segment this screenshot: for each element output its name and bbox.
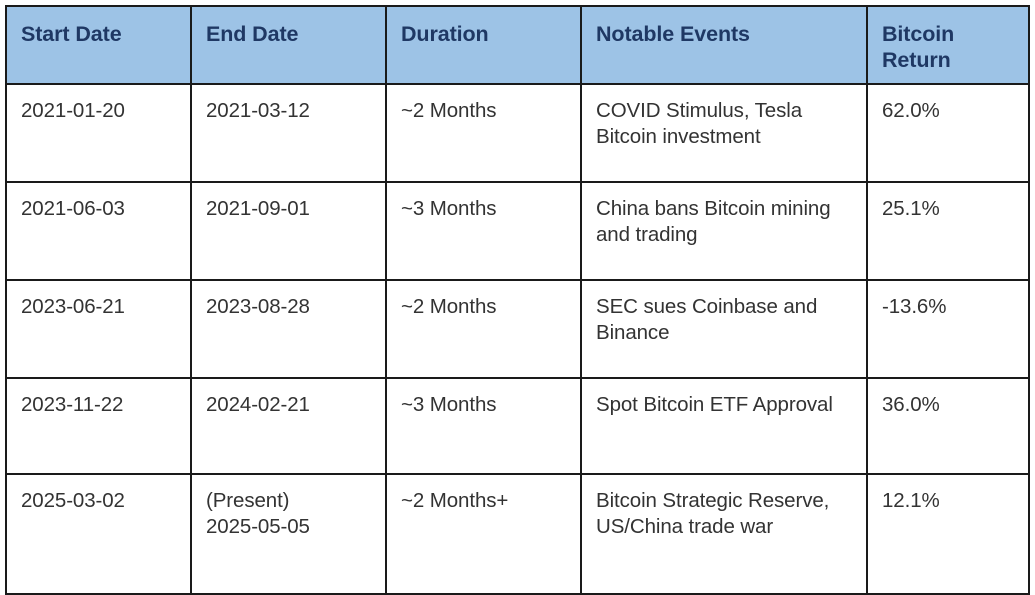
cell-end-date: (Present) 2025-05-05 (190, 473, 387, 595)
cell-duration: ~3 Months (385, 181, 582, 281)
column-header-duration: Duration (385, 5, 582, 85)
table-header-row: Start Date End Date Duration Notable Eve… (5, 5, 1030, 85)
cell-notable-events: Spot Bitcoin ETF Approval (580, 377, 868, 475)
table-row: 2023-11-22 2024-02-21 ~3 Months Spot Bit… (5, 377, 1030, 475)
cell-notable-events: Bitcoin Strategic Reserve, US/China trad… (580, 473, 868, 595)
table-row: 2023-06-21 2023-08-28 ~2 Months SEC sues… (5, 279, 1030, 379)
cell-start-date: 2021-06-03 (5, 181, 192, 281)
cell-start-date: 2021-01-20 (5, 83, 192, 183)
cell-notable-events: SEC sues Coinbase and Binance (580, 279, 868, 379)
cell-bitcoin-return: 25.1% (866, 181, 1030, 281)
table-row: 2021-06-03 2021-09-01 ~3 Months China ba… (5, 181, 1030, 281)
cell-end-date: 2021-09-01 (190, 181, 387, 281)
cell-notable-events: China bans Bitcoin mining and trading (580, 181, 868, 281)
cell-start-date: 2023-11-22 (5, 377, 192, 475)
cell-end-date: 2021-03-12 (190, 83, 387, 183)
table-body: 2021-01-20 2021-03-12 ~2 Months COVID St… (5, 83, 1030, 595)
table-row: 2025-03-02 (Present) 2025-05-05 ~2 Month… (5, 473, 1030, 595)
cell-bitcoin-return: -13.6% (866, 279, 1030, 379)
cell-bitcoin-return: 62.0% (866, 83, 1030, 183)
column-header-end-date: End Date (190, 5, 387, 85)
bitcoin-events-table: Start Date End Date Duration Notable Eve… (5, 5, 1030, 595)
cell-end-date: 2023-08-28 (190, 279, 387, 379)
cell-duration: ~2 Months (385, 83, 582, 183)
cell-bitcoin-return: 36.0% (866, 377, 1030, 475)
cell-start-date: 2023-06-21 (5, 279, 192, 379)
table-row: 2021-01-20 2021-03-12 ~2 Months COVID St… (5, 83, 1030, 183)
column-header-bitcoin-return: Bitcoin Return (866, 5, 1030, 85)
cell-duration: ~2 Months+ (385, 473, 582, 595)
cell-duration: ~3 Months (385, 377, 582, 475)
cell-duration: ~2 Months (385, 279, 582, 379)
column-header-start-date: Start Date (5, 5, 192, 85)
cell-end-date: 2024-02-21 (190, 377, 387, 475)
bitcoin-events-table-container: Start Date End Date Duration Notable Eve… (5, 5, 1030, 595)
cell-bitcoin-return: 12.1% (866, 473, 1030, 595)
cell-notable-events: COVID Stimulus, Tesla Bitcoin investment (580, 83, 868, 183)
column-header-notable-events: Notable Events (580, 5, 868, 85)
table-header: Start Date End Date Duration Notable Eve… (5, 5, 1030, 85)
cell-start-date: 2025-03-02 (5, 473, 192, 595)
